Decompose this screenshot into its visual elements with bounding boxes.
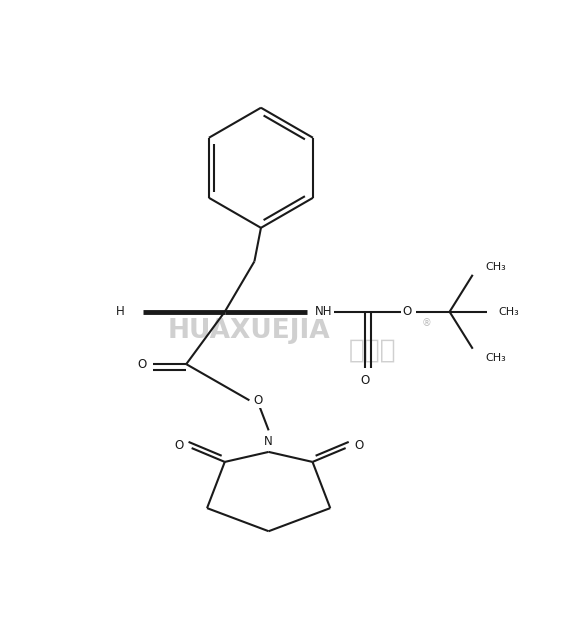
- Text: O: O: [253, 394, 263, 407]
- Text: O: O: [137, 358, 146, 370]
- Text: CH₃: CH₃: [499, 307, 519, 317]
- Text: ®: ®: [422, 319, 431, 328]
- Text: CH₃: CH₃: [485, 353, 506, 363]
- Text: HUAXUEJIA: HUAXUEJIA: [168, 318, 331, 344]
- Text: O: O: [354, 439, 363, 453]
- Text: N: N: [264, 435, 273, 447]
- Text: NH: NH: [315, 305, 332, 319]
- Text: 化学加: 化学加: [349, 337, 396, 363]
- Text: CH₃: CH₃: [485, 262, 506, 272]
- Text: H: H: [116, 305, 124, 319]
- Text: O: O: [174, 439, 183, 453]
- Text: O: O: [360, 374, 370, 387]
- Text: O: O: [403, 305, 412, 319]
